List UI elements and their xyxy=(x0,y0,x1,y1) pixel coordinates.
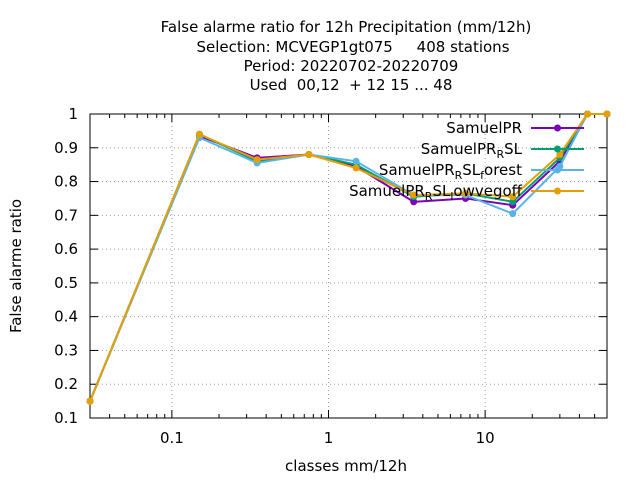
data-point xyxy=(195,130,203,138)
legend-label: SamuelPRRSL xyxy=(421,140,523,161)
data-point xyxy=(305,151,313,159)
series-1 xyxy=(86,110,611,405)
legend-label-subscript: R xyxy=(425,190,433,203)
data-point xyxy=(509,193,517,201)
y-tick-label: 0.8 xyxy=(54,173,78,191)
legend-entry-1: SamuelPR xyxy=(446,119,584,137)
data-point xyxy=(352,164,360,172)
legend: SamuelPRSamuelPRRSLSamuelPRRSLforestSamu… xyxy=(349,119,584,203)
legend-entry-4: SamuelPRRSLlowvegoff xyxy=(349,182,584,203)
legend-label-part: SL xyxy=(432,182,451,200)
x-axis-label: classes mm/12h xyxy=(285,457,407,475)
data-point xyxy=(410,198,418,206)
y-tick-label: 0.1 xyxy=(54,409,78,427)
series-4 xyxy=(86,110,611,405)
legend-label-part: SL xyxy=(462,161,481,179)
y-tick-label: 0.3 xyxy=(54,341,78,359)
y-tick-label: 0.7 xyxy=(54,206,78,224)
series-2 xyxy=(86,110,611,405)
legend-key-marker xyxy=(554,124,561,132)
y-tick-label: 1 xyxy=(68,105,78,123)
title-line-1: False alarme ratio for 12h Precipitation… xyxy=(161,18,532,36)
legend-label-part: SamuelPR xyxy=(379,161,455,179)
x-tick-label: 0.1 xyxy=(160,429,184,447)
series-line xyxy=(89,113,607,402)
legend-label: SamuelPR xyxy=(446,119,522,137)
data-point xyxy=(583,110,591,118)
tick-labels: 0.1 0.2 0.3 0.4 0.5 0.6 0.7 0.8 0.9 1 0.1 1 10 xyxy=(54,105,495,447)
series-line xyxy=(89,113,607,402)
title-line-3: Period: 20220702-20220709 xyxy=(244,57,459,75)
data-point xyxy=(509,198,517,206)
y-tick-label: 0.9 xyxy=(54,139,78,157)
data-point xyxy=(410,191,418,199)
legend-entry-3: SamuelPRRSLforest xyxy=(379,161,584,182)
x-tick-label: 1 xyxy=(324,429,334,447)
legend-key-marker xyxy=(554,166,561,174)
title-line-4: Used 00,12 + 12 15 ... 48 xyxy=(250,76,453,94)
data-point xyxy=(509,210,517,218)
y-tick-label: 0.4 xyxy=(54,308,78,326)
legend-label-subscript: l xyxy=(450,190,453,203)
chart-title: False alarme ratio for 12h Precipitation… xyxy=(161,18,532,94)
legend-label-part: SamuelPR xyxy=(349,182,425,200)
title-line-2: Selection: MCVEGP1gt075 408 stations xyxy=(196,38,509,56)
legend-label-part: SamuelPR xyxy=(421,140,497,158)
legend-label: SamuelPRRSLforest xyxy=(379,161,522,182)
grid xyxy=(90,113,607,419)
plot-area xyxy=(86,110,611,405)
y-tick-label: 0.6 xyxy=(54,240,78,258)
legend-label-subscript: f xyxy=(480,169,485,182)
data-point xyxy=(556,151,564,159)
legend-label-part: owvegoff xyxy=(453,182,522,200)
legend-label-subscript: R xyxy=(455,169,463,182)
series-3 xyxy=(86,110,611,405)
series-line xyxy=(89,113,607,402)
legend-label-part: orest xyxy=(484,161,522,179)
x-tick-label: 10 xyxy=(476,429,495,447)
legend-entry-2: SamuelPRRSL xyxy=(421,140,584,161)
legend-label: SamuelPRRSLlowvegoff xyxy=(349,182,523,203)
plot-frame xyxy=(89,113,608,419)
data-point xyxy=(253,156,261,164)
y-tick-label: 0.5 xyxy=(54,274,78,292)
y-tick-label: 0.2 xyxy=(54,375,78,393)
legend-label-subscript: R xyxy=(496,148,504,161)
legend-label-part: SamuelPR xyxy=(446,119,522,137)
y-axis-label: False alarme ratio xyxy=(7,199,25,333)
series-line xyxy=(89,113,607,402)
data-point xyxy=(86,397,94,405)
data-point xyxy=(352,157,360,165)
legend-key-marker xyxy=(554,187,561,195)
legend-label-part: SL xyxy=(504,140,523,158)
data-point xyxy=(603,110,611,118)
data-point xyxy=(462,189,470,197)
legend-key-marker xyxy=(554,145,561,153)
